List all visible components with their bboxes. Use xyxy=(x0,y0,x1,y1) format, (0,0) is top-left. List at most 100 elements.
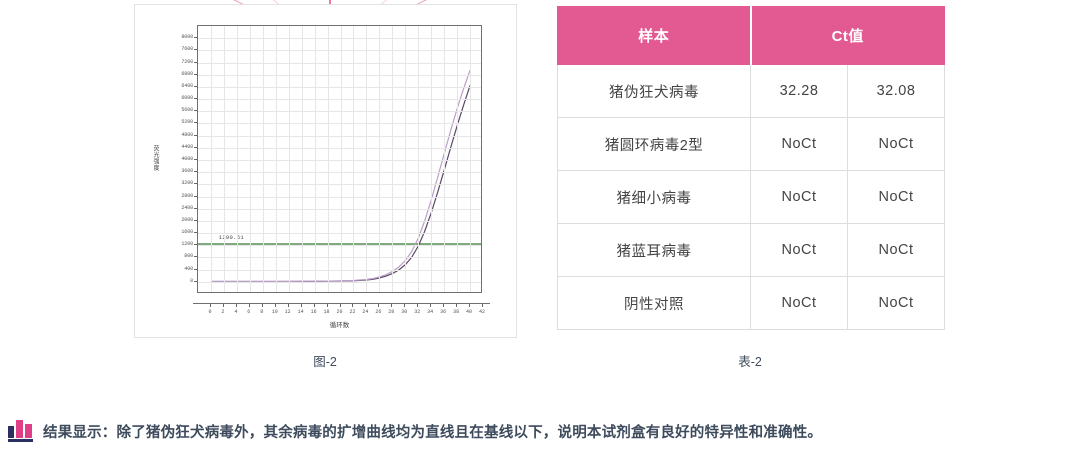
y-axis-tick-label: 6000 xyxy=(181,95,193,102)
y-axis-tick-label: 6400 xyxy=(181,82,193,89)
y-axis-tick-label: 4000 xyxy=(181,156,193,162)
table-header-row: 样本 Ct值 xyxy=(557,6,946,65)
x-axis-tick-mark xyxy=(391,303,393,307)
cell-sample-name: 猪蓝耳病毒 xyxy=(557,223,751,277)
gridline-horizontal xyxy=(198,184,481,186)
x-axis-tick-label: 2 xyxy=(221,309,225,315)
x-axis-tick-mark xyxy=(222,303,224,307)
gridline-vertical xyxy=(444,26,446,292)
gridline-vertical xyxy=(223,26,225,292)
threshold-value-label: 1290.61 xyxy=(218,233,244,241)
gridline-horizontal xyxy=(198,86,481,88)
x-axis-tick-mark xyxy=(443,303,445,307)
gridline-vertical xyxy=(288,26,290,292)
gridline-vertical xyxy=(327,26,329,292)
y-axis-tick-mark xyxy=(194,159,197,160)
x-axis-tick-mark xyxy=(287,303,289,307)
x-axis-tick-mark xyxy=(300,303,302,307)
y-axis-tick-label: 7600 xyxy=(181,46,193,53)
gridline-horizontal xyxy=(198,123,481,125)
column-header-ct: Ct值 xyxy=(749,6,946,65)
x-axis-tick-mark xyxy=(274,303,276,307)
gridline-vertical xyxy=(301,26,303,292)
cell-sample-name: 猪圆环病毒2型 xyxy=(557,117,751,171)
x-axis-tick-label: 40 xyxy=(466,309,473,315)
cell-sample-name: 阴性对照 xyxy=(557,276,751,330)
gridline-vertical xyxy=(470,26,472,292)
y-axis-tick-label: 4400 xyxy=(181,143,193,150)
y-axis-tick-label: 2000 xyxy=(181,216,193,223)
y-axis-tick-mark xyxy=(194,268,197,270)
y-axis-tick-label: 800 xyxy=(184,253,193,260)
gridline-horizontal xyxy=(198,160,481,161)
table-row: 猪蓝耳病毒 NoCt NoCt xyxy=(557,223,946,277)
gridline-vertical xyxy=(379,26,381,292)
y-axis-tick-mark xyxy=(194,110,197,112)
x-axis-tick-label: 24 xyxy=(362,309,369,315)
table-body: 猪伪狂犬病毒 32.28 32.08 猪圆环病毒2型 NoCt NoCt 猪细小病毒 NoCt… xyxy=(557,64,946,330)
cell-ct-value: NoCt xyxy=(750,223,848,277)
cell-ct-value: NoCt xyxy=(750,170,848,224)
x-axis-tick-mark xyxy=(352,303,354,307)
x-axis-title: 循环数 xyxy=(329,322,350,329)
x-axis-tick-label: 18 xyxy=(323,309,330,315)
threshold-line xyxy=(198,242,481,245)
gridline-vertical xyxy=(431,26,433,292)
x-axis-tick-mark xyxy=(365,303,367,307)
cell-sample-name: 猪伪狂犬病毒 xyxy=(557,64,751,118)
column-header-sample: 样本 xyxy=(557,6,751,65)
y-axis-tick-mark xyxy=(194,232,197,234)
gridline-horizontal xyxy=(198,208,481,210)
gridline-vertical xyxy=(392,26,394,292)
gridline-vertical xyxy=(275,26,277,292)
y-axis-tick-mark xyxy=(194,61,197,63)
y-axis-tick-mark xyxy=(194,146,197,148)
x-axis-tick-mark xyxy=(456,303,458,307)
figure-caption: 图-2 xyxy=(313,355,337,369)
gridline-horizontal xyxy=(198,257,481,259)
cell-ct-value: NoCt xyxy=(846,223,946,277)
x-axis-tick-mark xyxy=(482,303,483,307)
y-axis-tick-label: 8000 xyxy=(181,34,193,41)
y-axis-tick-mark xyxy=(194,73,197,75)
y-axis-tick-mark xyxy=(194,85,197,87)
gridline-vertical xyxy=(262,26,264,292)
gridline-horizontal xyxy=(198,269,481,271)
plot-region: 1290.61 xyxy=(197,25,482,293)
y-axis-tick-label: 1600 xyxy=(181,229,193,236)
gridline-vertical xyxy=(236,26,238,292)
y-axis-tick-mark xyxy=(194,244,197,246)
y-axis-tick-label: 4800 xyxy=(181,131,193,138)
cell-ct-value: 32.08 xyxy=(846,64,946,118)
x-axis-tick-mark xyxy=(248,303,250,307)
gridline-vertical xyxy=(314,26,316,292)
x-axis-tick-label: 14 xyxy=(297,309,304,315)
y-axis-tick-mark xyxy=(194,195,197,197)
y-axis-tick-mark xyxy=(194,98,197,100)
gridline-horizontal xyxy=(198,196,481,198)
x-axis-tick-mark xyxy=(417,303,419,307)
gridline-horizontal xyxy=(198,172,481,174)
x-axis-tick-label: 4 xyxy=(234,309,238,315)
y-axis-tick-mark xyxy=(194,256,197,258)
bar-chart-icon xyxy=(8,420,34,442)
y-axis-tick-label: 2400 xyxy=(181,204,193,211)
y-axis-tick-label: 6800 xyxy=(181,70,193,77)
x-axis-tick-label: 12 xyxy=(284,309,291,315)
ct-results-table: 样本 Ct值 猪伪狂犬病毒 32.28 32.08 猪圆环病毒2型 NoCt NoCt 猪细… xyxy=(557,6,946,330)
x-axis-tick-label: 8 xyxy=(260,309,264,315)
x-axis-tick-label: 6 xyxy=(247,309,251,315)
y-axis-tick-label: 1200 xyxy=(181,241,193,248)
gridline-vertical xyxy=(249,26,251,292)
gridline-horizontal xyxy=(198,147,481,149)
x-axis-tick-mark xyxy=(209,303,211,307)
gridline-vertical xyxy=(366,26,368,292)
y-axis-tick-mark xyxy=(194,171,197,173)
result-note-text: 结果显示：除了猪伪狂犬病毒外，其余病毒的扩增曲线均为直线且在基线以下，说明本试剂… xyxy=(43,424,823,441)
y-axis-tick-label: 3600 xyxy=(181,168,193,175)
gridline-horizontal xyxy=(198,245,481,247)
y-axis-tick-mark xyxy=(194,183,197,185)
cell-ct-value: NoCt xyxy=(750,117,848,171)
x-axis-tick-mark xyxy=(313,303,315,307)
y-axis-tick-label: 5200 xyxy=(181,119,193,126)
